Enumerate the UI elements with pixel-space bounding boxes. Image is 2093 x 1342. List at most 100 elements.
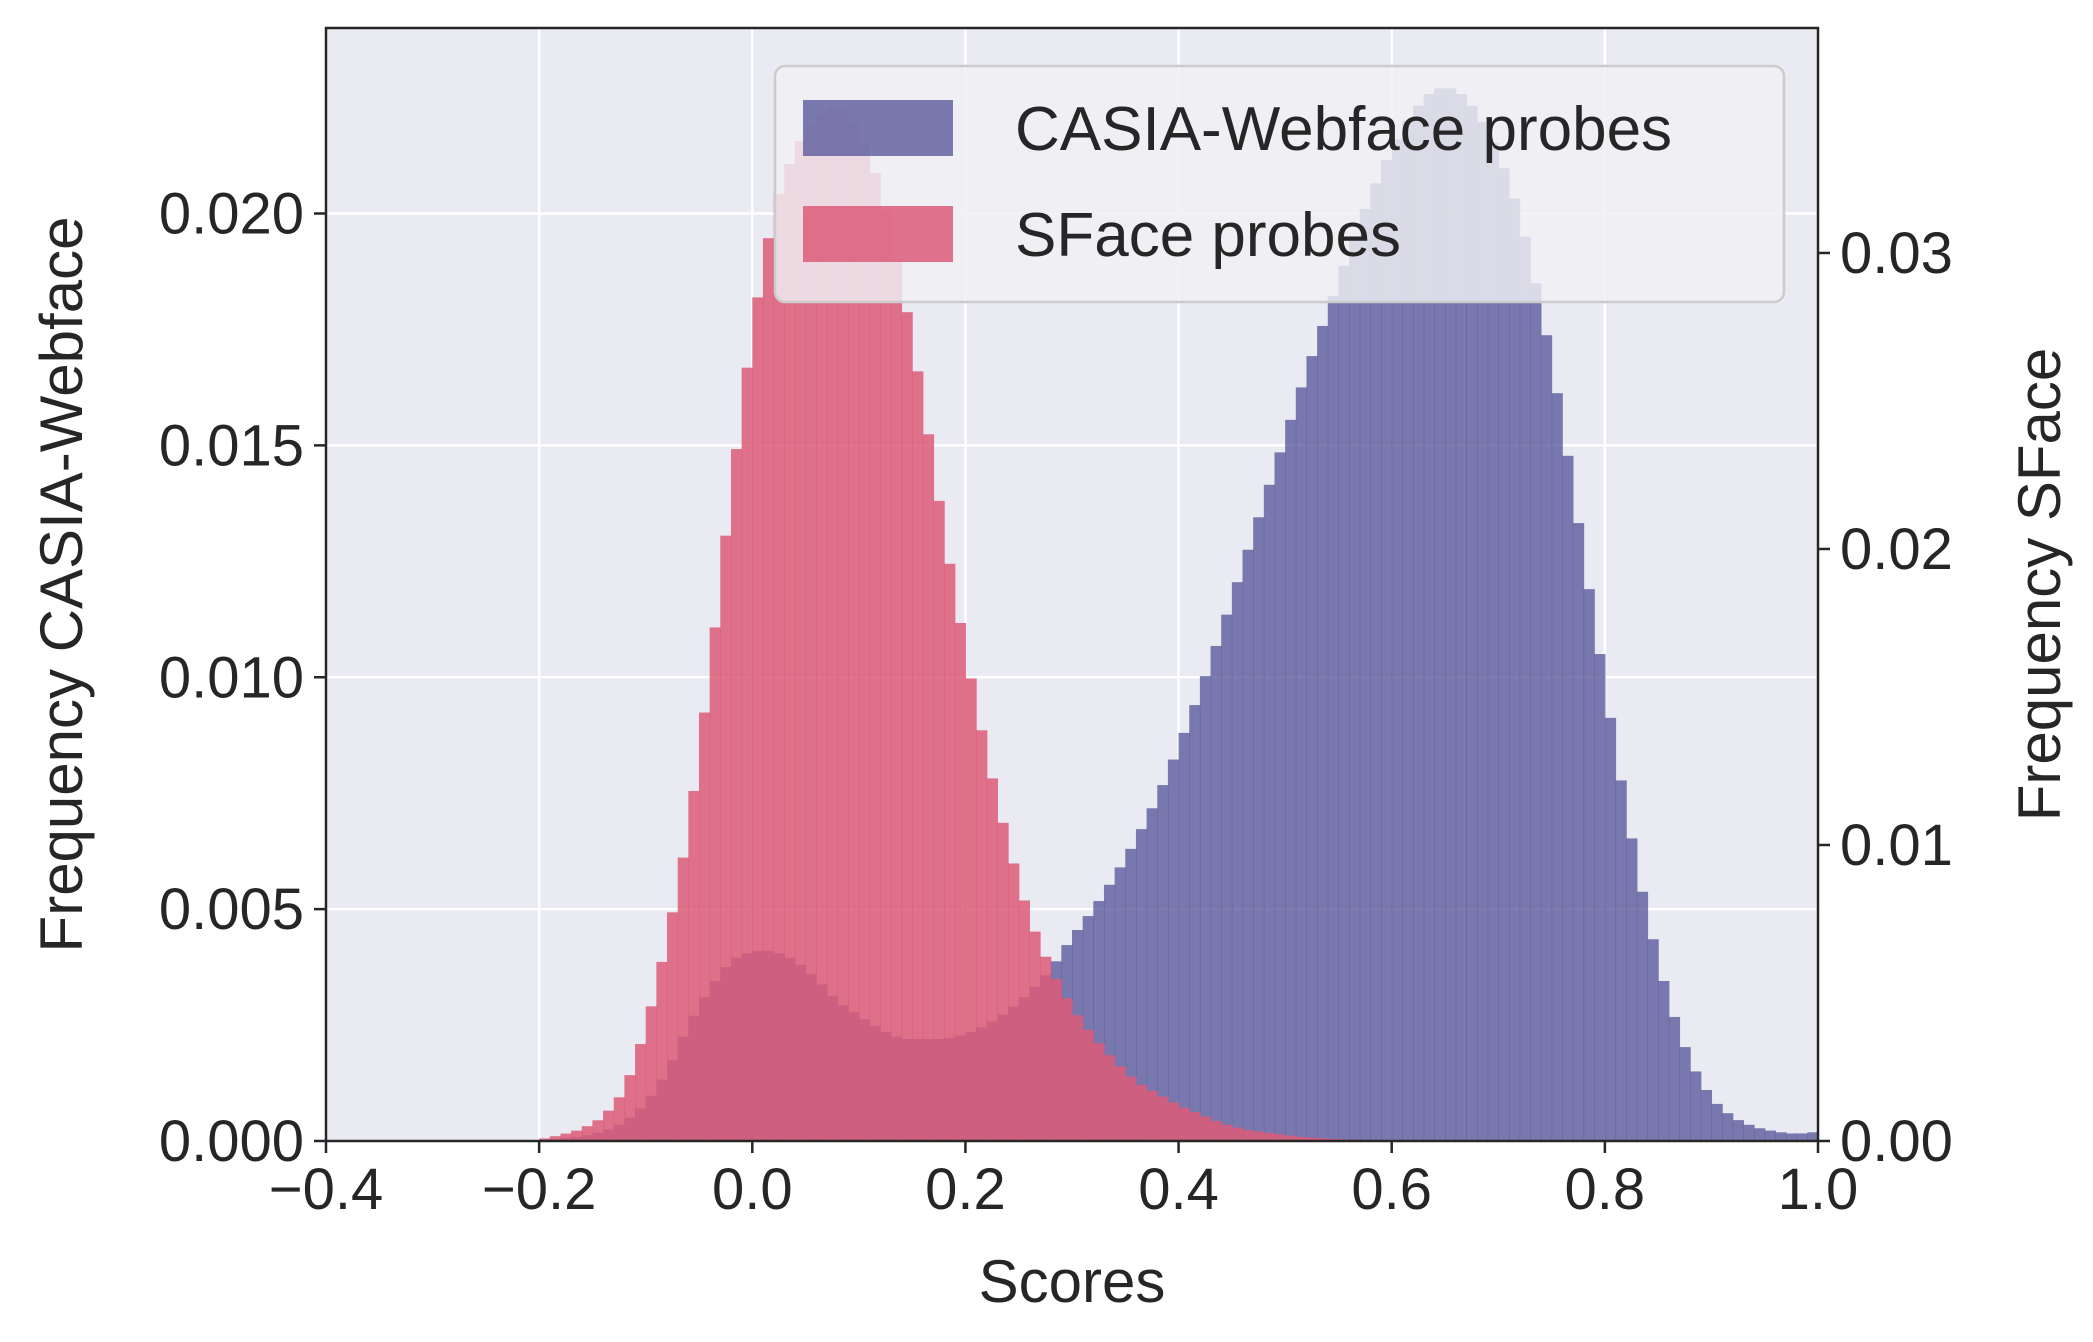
histogram-bar	[1647, 939, 1659, 1141]
histogram-bar	[1636, 891, 1649, 1141]
histogram-bar	[1103, 884, 1116, 1141]
histogram-bar	[539, 1138, 551, 1141]
x-tick-label: 0.0	[712, 1157, 793, 1222]
histogram-bar	[1402, 120, 1414, 1141]
histogram-bar	[1125, 848, 1137, 1141]
left-y-axis-ticks: 0.000 0.005 0.010 0.015 0.020	[159, 182, 326, 1174]
histogram-bar	[901, 312, 913, 1141]
histogram-bar	[848, 122, 860, 1142]
legend-swatch-sface	[803, 206, 953, 262]
left-y-tick-label: 0.005	[159, 877, 304, 942]
histogram-bar	[656, 961, 668, 1141]
histogram-bar	[1146, 1090, 1158, 1141]
histogram-bar	[1732, 1120, 1744, 1141]
histogram-bar	[1221, 1124, 1233, 1141]
plot-frame	[324, 26, 1820, 1143]
histogram-bar	[1167, 1102, 1180, 1141]
histogram-bar	[592, 1120, 604, 1141]
histogram-bar	[560, 1133, 572, 1141]
histogram-bar	[1295, 1136, 1308, 1141]
histogram-bar	[965, 678, 977, 1141]
histogram-bar	[635, 1044, 647, 1141]
histogram-bar	[1498, 168, 1510, 1141]
sface-histogram-bars	[539, 107, 1371, 1142]
histogram-bar	[1338, 265, 1350, 1141]
x-tick-label: 0.8	[1565, 1157, 1646, 1222]
right-y-tick-label: 0.02	[1840, 517, 1953, 582]
histogram-bar	[1626, 838, 1638, 1141]
x-tick-label: −0.2	[482, 1157, 597, 1222]
histogram-bar	[1253, 1131, 1265, 1141]
histogram-bar	[677, 857, 689, 1141]
histogram-bar	[986, 778, 998, 1141]
histogram-bar	[1210, 645, 1222, 1141]
histogram-bar	[1391, 139, 1403, 1142]
histogram-bar	[1135, 1084, 1148, 1141]
histogram-bar	[1253, 517, 1265, 1141]
histogram-bar	[1508, 198, 1521, 1141]
histogram-bar	[1551, 393, 1563, 1141]
histogram-bar	[1466, 105, 1478, 1141]
histogram-bar	[794, 141, 807, 1142]
histogram-bar	[1189, 705, 1201, 1141]
histogram-bar	[1306, 356, 1318, 1142]
x-axis-ticks: −0.4 −0.2 0.0 0.2 0.4 0.6 0.8 1.0	[269, 1141, 1858, 1222]
histogram-bar	[1082, 1030, 1094, 1141]
right-y-tick-label: 0.00	[1840, 1109, 1953, 1174]
histogram-bar	[1157, 1096, 1169, 1141]
histogram-bar	[1285, 1135, 1297, 1141]
histogram-bar	[954, 622, 967, 1141]
histogram-bar	[1487, 142, 1499, 1141]
histogram-bar	[1572, 523, 1585, 1141]
left-y-tick-label: 0.000	[159, 1109, 304, 1174]
histogram-bar	[1199, 676, 1212, 1141]
histogram-bar	[1594, 654, 1606, 1141]
histogram-bar	[1306, 1137, 1318, 1141]
histogram-bar	[1050, 978, 1062, 1141]
histogram-bar	[1146, 808, 1158, 1141]
histogram-bar	[1082, 916, 1094, 1141]
histogram-bar	[1754, 1128, 1766, 1141]
histogram-bar	[1029, 931, 1041, 1141]
histogram-bar	[1764, 1130, 1776, 1141]
histogram-bar	[837, 110, 849, 1141]
histogram-bar	[922, 434, 935, 1141]
legend-box	[773, 64, 1786, 304]
histogram-bar	[890, 258, 903, 1141]
histogram-bar	[1317, 1138, 1329, 1141]
right-y-axis-ticks: 0.00 0.01 0.02 0.03	[1818, 221, 1953, 1174]
histogram-bar	[624, 1075, 636, 1141]
histogram-bar	[1114, 1066, 1126, 1141]
left-y-tick-label: 0.015	[159, 413, 304, 478]
histogram-bar	[762, 238, 775, 1142]
histogram-bar	[1189, 1112, 1201, 1141]
histogram-bar	[709, 627, 721, 1141]
histogram-bar	[1413, 105, 1425, 1141]
histogram-bar	[1700, 1089, 1713, 1141]
histogram-bar	[1061, 998, 1073, 1141]
histogram-bar	[1722, 1113, 1734, 1141]
histogram-bar	[1658, 981, 1670, 1141]
histogram-bar	[1690, 1071, 1702, 1141]
legend: CASIA-Webface probes SFace probes	[773, 64, 1786, 304]
histogram-bar	[1018, 900, 1030, 1141]
histogram-bar	[645, 1006, 657, 1141]
histogram-bar	[1093, 1043, 1105, 1141]
histogram-bar	[1317, 325, 1329, 1142]
histogram-bar	[773, 193, 785, 1141]
histogram-bar	[1210, 1121, 1222, 1141]
histogram-bar	[1540, 335, 1553, 1142]
histogram-bar	[1679, 1047, 1691, 1141]
histogram-bar	[997, 822, 1009, 1141]
left-y-tick-label: 0.020	[159, 182, 304, 247]
histogram-bar	[1178, 732, 1190, 1141]
histogram-bar	[869, 173, 881, 1142]
histogram-bar	[1093, 901, 1105, 1141]
histogram-bar	[1114, 867, 1126, 1141]
x-tick-label: −0.4	[269, 1157, 384, 1222]
histogram-bar	[1604, 717, 1617, 1141]
histogram-bar	[1423, 94, 1435, 1142]
histogram-bar	[1199, 1116, 1212, 1141]
histogram-bar	[688, 790, 700, 1141]
